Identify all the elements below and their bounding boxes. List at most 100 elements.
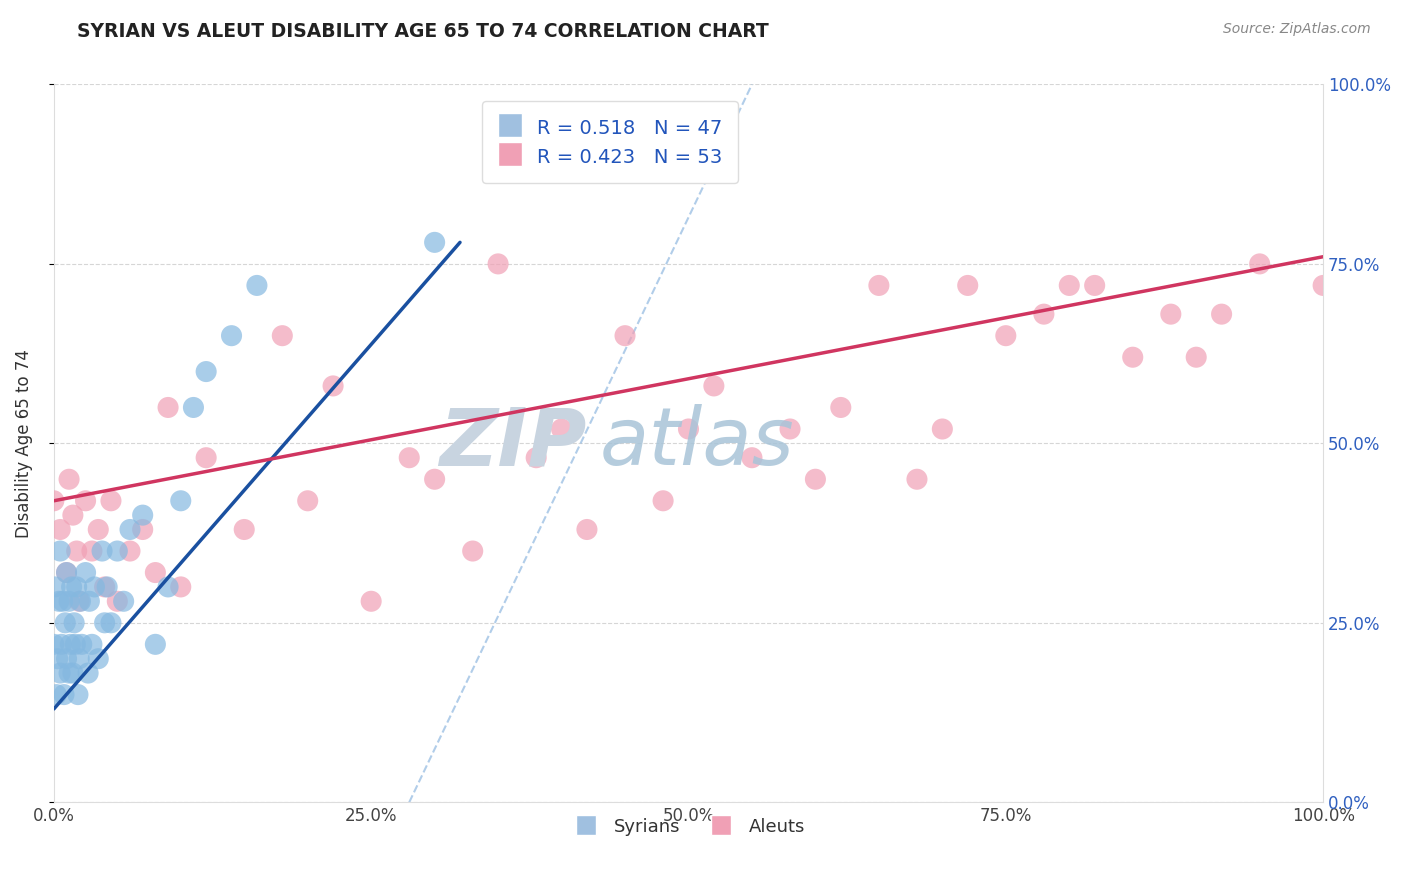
Point (931, 422, 953, 436)
Point (100, 615, 122, 630)
Point (70, 637, 93, 651)
Point (87, 651, 110, 665)
Point (157, 580, 180, 594)
Point (322, 379, 344, 393)
Point (75, 493, 97, 508)
Point (741, 450, 763, 465)
Point (486, 257, 509, 271)
Point (83, 580, 105, 594)
Point (994, 328, 1017, 343)
Point (423, 235, 446, 250)
Point (59, 637, 82, 651)
Point (79, 594, 101, 608)
Point (423, 472, 446, 486)
Point (58, 472, 80, 486)
Point (131, 508, 153, 523)
Point (1122, 350, 1144, 364)
Point (145, 637, 167, 651)
Point (1032, 307, 1054, 321)
Text: atlas: atlas (599, 404, 794, 483)
Point (63, 615, 86, 630)
Point (678, 422, 700, 436)
Point (1084, 278, 1107, 293)
Point (55, 566, 77, 580)
Point (67, 651, 90, 665)
Point (575, 523, 598, 537)
Legend: Syrians, Aleuts: Syrians, Aleuts (565, 810, 813, 844)
Point (44, 580, 66, 594)
Point (62, 666, 84, 681)
Point (52, 594, 75, 608)
Point (905, 472, 928, 486)
Point (48, 594, 70, 608)
Point (524, 450, 547, 465)
Point (69, 594, 91, 608)
Point (55, 566, 77, 580)
Point (53, 615, 76, 630)
Point (1185, 350, 1208, 364)
Point (46, 651, 69, 665)
Point (58, 666, 80, 681)
Point (96, 580, 118, 594)
Point (91, 544, 114, 558)
Point (271, 328, 294, 343)
Point (112, 594, 135, 608)
Point (170, 493, 193, 508)
Point (66, 544, 89, 558)
Point (62, 508, 84, 523)
Point (830, 401, 852, 415)
Point (550, 422, 572, 436)
Point (80, 544, 103, 558)
Point (246, 278, 269, 293)
Text: SYRIAN VS ALEUT DISABILITY AGE 65 TO 74 CORRELATION CHART: SYRIAN VS ALEUT DISABILITY AGE 65 TO 74 … (77, 22, 769, 41)
Point (157, 401, 180, 415)
Point (100, 493, 122, 508)
Point (67, 594, 90, 608)
Point (42, 493, 65, 508)
Point (614, 328, 637, 343)
Point (58, 594, 80, 608)
Point (66, 580, 89, 594)
Point (1160, 307, 1182, 321)
Point (868, 278, 890, 293)
Point (1211, 307, 1233, 321)
Point (87, 523, 110, 537)
Point (145, 566, 167, 580)
Point (60, 580, 83, 594)
Point (49, 666, 72, 681)
Point (49, 523, 72, 537)
Text: Source: ZipAtlas.com: Source: ZipAtlas.com (1223, 22, 1371, 37)
Point (93, 580, 115, 594)
Point (956, 278, 979, 293)
Point (118, 523, 141, 537)
Point (51, 637, 73, 651)
Point (53, 688, 76, 702)
Point (183, 401, 205, 415)
Point (461, 544, 484, 558)
Point (195, 450, 218, 465)
Point (49, 544, 72, 558)
Point (42, 637, 65, 651)
Point (77, 666, 100, 681)
Point (195, 365, 218, 379)
Point (1312, 278, 1334, 293)
Point (1059, 278, 1081, 293)
Point (45, 688, 67, 702)
Point (233, 523, 256, 537)
Point (55, 651, 77, 665)
Point (170, 580, 193, 594)
Point (105, 544, 128, 558)
Point (75, 566, 97, 580)
Point (703, 379, 725, 393)
Point (65, 637, 87, 651)
Point (779, 422, 801, 436)
Point (398, 450, 420, 465)
Point (66, 688, 89, 702)
Point (652, 493, 675, 508)
Text: ZIP: ZIP (440, 404, 586, 483)
Point (131, 523, 153, 537)
Point (105, 594, 128, 608)
Y-axis label: Disability Age 65 to 74: Disability Age 65 to 74 (15, 349, 32, 538)
Point (221, 328, 243, 343)
Point (118, 544, 141, 558)
